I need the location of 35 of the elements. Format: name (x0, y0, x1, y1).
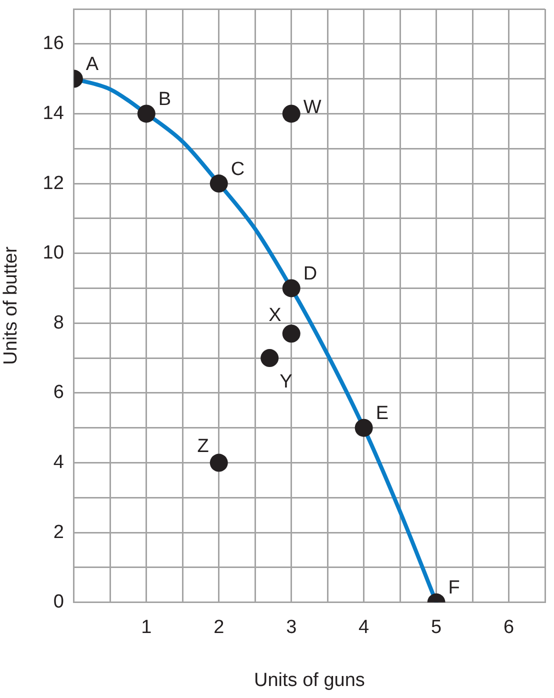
annotation: D (303, 263, 318, 284)
y-tick-label: 10 (42, 242, 64, 264)
point (282, 104, 300, 123)
y-tick-label: 14 (42, 102, 64, 124)
point (282, 279, 300, 298)
x-tick-label: 3 (286, 617, 297, 638)
annotation: A (86, 54, 99, 76)
x-tick-label: 5 (431, 617, 442, 638)
y-tick-label: 8 (53, 312, 64, 334)
y-tick-label: 0 (53, 592, 64, 613)
x-tick-label: 1 (141, 617, 152, 638)
x-tick-label: 6 (503, 617, 514, 638)
y-tick-label: 6 (53, 382, 64, 404)
x-tick-label: 4 (358, 617, 370, 638)
annotation: X (268, 304, 282, 326)
annotation: B (158, 88, 172, 110)
x-axis-title: Units of guns (254, 670, 365, 691)
annotation: Y (280, 371, 293, 392)
point (260, 349, 279, 368)
point (137, 104, 156, 123)
x-tick-label: 2 (214, 617, 224, 638)
point (282, 324, 300, 343)
annotation: Z (197, 436, 210, 458)
point (210, 174, 228, 193)
point (354, 418, 373, 437)
annotation: F (448, 578, 460, 599)
annotation: W (303, 96, 322, 118)
y-tick-label: 16 (42, 33, 64, 54)
annotation: C (230, 158, 245, 180)
y-tick-label: 4 (53, 452, 64, 474)
y-axis-title: Units of butter (0, 246, 22, 365)
point (210, 454, 228, 472)
y-tick-label: 12 (42, 172, 64, 194)
annotation: E (376, 403, 389, 424)
y-tick-label: 2 (53, 522, 64, 543)
